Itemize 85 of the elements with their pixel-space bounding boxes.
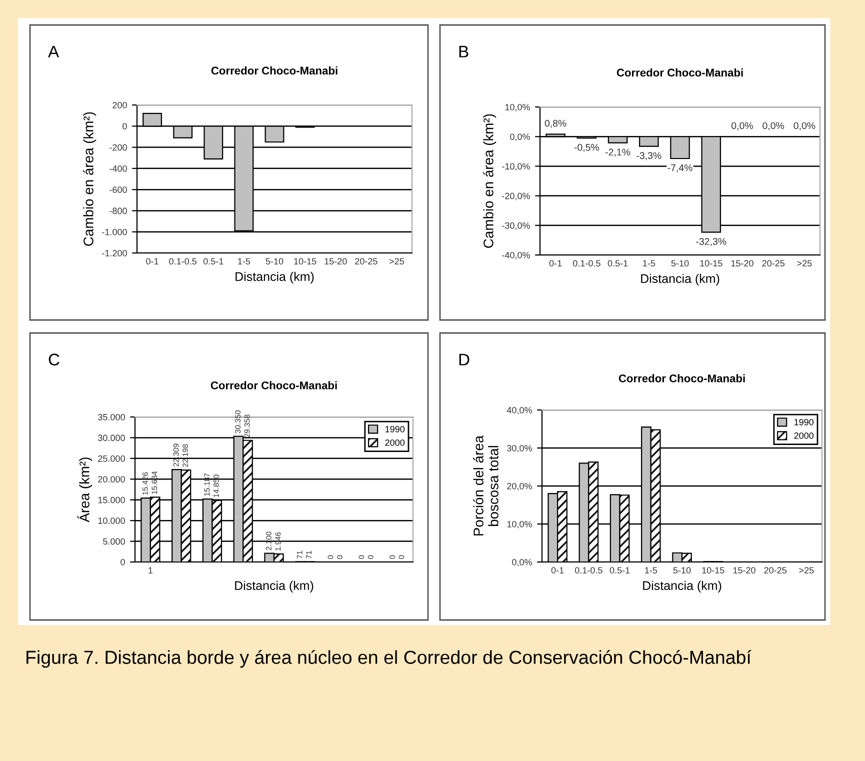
x-axis-title: Distancia (km): [643, 580, 722, 592]
data-label: -0,5%: [574, 144, 600, 152]
y-tick-label: -10,0%: [502, 163, 530, 171]
legend-label: 1990: [385, 426, 405, 432]
y-tick-label: 15.000: [98, 496, 125, 504]
x-tick-label: 10-15: [702, 567, 724, 574]
y-tick-label: 10,0%: [505, 104, 530, 112]
y-tick-label: 40,0%: [506, 406, 532, 414]
x-tick-label: 20-25: [355, 258, 378, 264]
data-label: -3,3%: [636, 152, 662, 160]
data-label: 0,0%: [794, 122, 816, 130]
x-tick-label: 1-5: [643, 260, 656, 266]
x-tick-label: >25: [390, 258, 404, 264]
chart-title: Corredor Choco-Manabi: [210, 381, 337, 390]
y-tick-label: -1.000: [102, 228, 127, 236]
chart-title: Corredor Choco-Manabi: [211, 66, 338, 75]
legend-label: 1990: [794, 418, 814, 426]
y-tick-label: 5.000: [103, 538, 125, 545]
y-axis-title: Área (km²): [77, 458, 92, 522]
x-tick-label: 10-15: [700, 260, 722, 266]
text: B: [459, 46, 468, 58]
x-tick-label: 0.5-1: [608, 260, 628, 266]
y-tick-label: -600: [110, 186, 127, 193]
x-tick-label: >25: [799, 567, 814, 574]
x-tick-label: 1: [148, 567, 153, 574]
legend-label: 2000: [794, 432, 814, 439]
y-tick-label: -1.200: [102, 250, 127, 256]
y-tick-label: 25.000: [98, 455, 125, 462]
data-label: -7,4%: [668, 164, 692, 172]
data-label: 0,0%: [732, 122, 753, 130]
x-tick-label: 0.1-0.5: [169, 258, 197, 264]
y-tick-label: 0: [120, 558, 125, 566]
text: A: [48, 46, 60, 58]
x-tick-label: 5-10: [673, 567, 691, 574]
y-tick-label: 20.000: [98, 476, 125, 483]
x-tick-label: 15-20: [731, 260, 754, 266]
data-label: 0,8%: [544, 120, 566, 128]
chart-title: Corredor Choco-Manabi: [618, 374, 745, 382]
data-label: 0,0%: [762, 122, 784, 130]
y-tick-label: 0,0%: [512, 558, 532, 566]
x-tick-label: 10-15: [294, 258, 316, 264]
x-tick-label: 0-1: [146, 258, 158, 264]
x-axis-title: Distancia (km): [236, 272, 314, 284]
x-tick-label: 5-10: [671, 260, 689, 266]
text: D: [459, 354, 470, 366]
x-tick-label: 0.1-0.5: [574, 567, 602, 574]
y-tick-label: 200: [112, 102, 127, 108]
y-tick-label: 0,0%: [510, 134, 530, 142]
y-tick-label: -20,0%: [502, 192, 530, 200]
x-tick-label: 5-10: [266, 258, 284, 264]
x-tick-label: >25: [797, 260, 812, 266]
x-tick-label: 1-5: [238, 258, 250, 264]
y-axis-title: Cambio en área (km²): [483, 114, 496, 248]
x-tick-label: 15-20: [324, 258, 347, 264]
x-tick-label: 0.5-1: [610, 567, 630, 574]
x-tick-label: 20-25: [764, 567, 786, 574]
x-axis-title: Distancia (km): [235, 580, 314, 592]
y-tick-label: -400: [110, 165, 127, 172]
y-axis-title: Cambio en área (km²): [83, 112, 96, 246]
y-tick-label: 35.000: [98, 414, 125, 420]
data-label: -32,3%: [696, 238, 726, 246]
text: C: [48, 354, 60, 366]
x-tick-label: 0.1-0.5: [572, 260, 600, 266]
y-tick-label: -40,0%: [502, 252, 530, 260]
x-tick-label: 20-25: [762, 260, 784, 266]
y-tick-label: -200: [110, 144, 127, 151]
x-tick-label: 0-1: [549, 260, 562, 266]
y-tick-label: -30,0%: [502, 222, 530, 230]
y-tick-label: 30.000: [98, 434, 125, 442]
y-tick-label: 20,0%: [507, 482, 532, 490]
text: Figura 7. Distancia borde y área núcleo en el Corredor de Conservación Chocó-Manabí: [26, 650, 752, 668]
y-axis-title: Porción del área boscosa total: [473, 435, 498, 536]
y-tick-label: 10.000: [98, 518, 125, 524]
x-tick-label: 15-20: [733, 567, 756, 574]
legend-label: 2000: [385, 439, 405, 446]
x-axis-title: Distancia (km): [641, 274, 720, 286]
y-tick-label: 10,0%: [507, 520, 532, 528]
y-tick-label: 30,0%: [507, 444, 532, 452]
x-tick-label: 0.5-1: [203, 258, 224, 264]
chart-title: Corredor Choco-Manabi: [616, 68, 743, 77]
x-tick-label: 0-1: [551, 567, 564, 574]
y-tick-label: -800: [110, 208, 127, 214]
data-label: -2,1%: [606, 148, 630, 157]
y-tick-label: 0: [122, 123, 127, 130]
x-tick-label: 1-5: [645, 567, 658, 574]
